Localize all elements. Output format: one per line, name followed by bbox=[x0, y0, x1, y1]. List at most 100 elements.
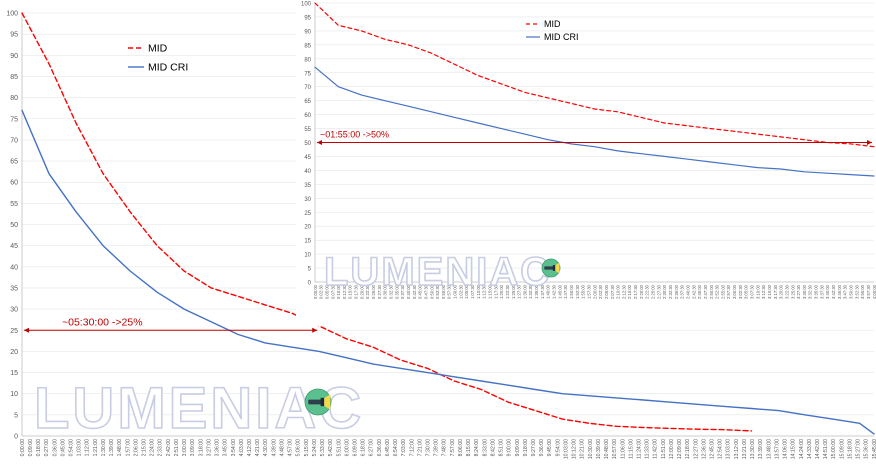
x-tick-label: 12:09:00 bbox=[677, 439, 683, 459]
y-tick-label: 25 bbox=[304, 211, 311, 217]
x-tick-label: 3:18:00 bbox=[198, 439, 204, 456]
y-tick-label: 100 bbox=[6, 11, 18, 18]
y-tick-label: 50 bbox=[304, 141, 311, 147]
y-tick-label: 15 bbox=[10, 370, 18, 377]
x-tick-label: 2:50:00 bbox=[709, 284, 714, 299]
x-tick-label: 7:12:00 bbox=[409, 439, 415, 456]
x-tick-label: 3:25:00 bbox=[790, 284, 795, 299]
x-tick-label: 1:37:30 bbox=[540, 284, 545, 299]
x-tick-label: 1:45:00 bbox=[557, 284, 562, 299]
y-tick-label: 30 bbox=[304, 197, 311, 203]
x-tick-label: 2:42:00 bbox=[166, 439, 172, 456]
x-tick-label: 10:39:00 bbox=[596, 439, 602, 459]
x-tick-label: 12:54:00 bbox=[718, 439, 724, 459]
x-tick-label: 3:40:00 bbox=[825, 284, 830, 299]
x-tick-label: 2:35:00 bbox=[674, 284, 679, 299]
x-tick-label: 2:24:00 bbox=[150, 439, 156, 456]
x-tick-label: 0:10:00 bbox=[336, 284, 341, 299]
x-tick-label: 14:06:00 bbox=[783, 439, 789, 459]
x-tick-label: 3:15:00 bbox=[767, 284, 772, 299]
x-tick-label: 1:52:30 bbox=[575, 284, 580, 299]
x-tick-label: 2:37:30 bbox=[680, 284, 685, 299]
x-tick-label: 3:10:00 bbox=[755, 284, 760, 299]
y-tick-label: 100 bbox=[301, 2, 312, 8]
x-tick-label: 1:02:30 bbox=[458, 284, 463, 299]
x-tick-label: 10:03:00 bbox=[563, 439, 569, 459]
y-tick-label: 35 bbox=[10, 285, 18, 292]
y-tick-label: 0 bbox=[14, 434, 18, 441]
x-tick-label: 3:30:00 bbox=[802, 284, 807, 299]
x-tick-label: 0:12:30 bbox=[342, 284, 347, 299]
x-tick-label: 3:55:00 bbox=[860, 284, 865, 299]
x-tick-label: 3:09:00 bbox=[190, 439, 196, 456]
x-tick-label: 6:09:00 bbox=[352, 439, 358, 456]
x-tick-label: 9:09:00 bbox=[515, 439, 521, 456]
y-tick-label: 80 bbox=[304, 57, 311, 63]
x-tick-label: 2:51:00 bbox=[174, 439, 180, 456]
x-tick-label: 3:22:30 bbox=[784, 284, 789, 299]
x-tick-label: 1:35:00 bbox=[534, 284, 539, 299]
x-tick-label: 2:10:00 bbox=[616, 284, 621, 299]
x-tick-label: 0:55:00 bbox=[441, 284, 446, 299]
y-tick-label: 60 bbox=[10, 180, 18, 187]
y-tick-label: 60 bbox=[304, 113, 311, 119]
x-tick-label: 0:00:00 bbox=[313, 284, 318, 299]
x-tick-label: 1:30:00 bbox=[522, 284, 527, 299]
x-tick-label: 15:00:00 bbox=[831, 439, 837, 459]
y-tick-label: 55 bbox=[10, 201, 18, 208]
x-tick-label: 2:15:00 bbox=[627, 284, 632, 299]
x-tick-label: 9:36:00 bbox=[539, 439, 545, 456]
x-tick-label: 2:06:00 bbox=[133, 439, 139, 456]
x-tick-label: 0:36:00 bbox=[52, 439, 58, 456]
x-tick-label: 2:33:00 bbox=[158, 439, 164, 456]
x-tick-label: 8:06:00 bbox=[458, 439, 464, 456]
y-tick-label: 55 bbox=[304, 127, 311, 133]
x-tick-label: 0:18:00 bbox=[36, 439, 42, 456]
annotation-arrowhead-right bbox=[312, 327, 318, 333]
y-tick-label: 5 bbox=[308, 267, 312, 273]
x-tick-label: 13:12:00 bbox=[734, 439, 740, 459]
x-tick-label: 0:32:30 bbox=[388, 284, 393, 299]
annotation-arrowhead-right bbox=[867, 140, 872, 145]
y-tick-label: 40 bbox=[10, 264, 18, 271]
x-tick-label: 2:30:00 bbox=[662, 284, 667, 299]
x-tick-label: 5:15:00 bbox=[304, 439, 310, 456]
x-tick-label: 14:42:00 bbox=[815, 439, 821, 459]
x-tick-label: 3:12:30 bbox=[761, 284, 766, 299]
x-tick-label: 11:15:00 bbox=[628, 439, 634, 459]
y-tick-label: 10 bbox=[10, 391, 18, 398]
y-tick-label: 20 bbox=[304, 225, 311, 231]
x-tick-label: 3:36:00 bbox=[215, 439, 221, 456]
x-tick-label: 5:33:00 bbox=[320, 439, 326, 456]
x-tick-label: 1:47:30 bbox=[563, 284, 568, 299]
x-tick-label: 13:03:00 bbox=[726, 439, 732, 459]
y-tick-label: 70 bbox=[304, 85, 311, 91]
x-tick-label: 3:00:00 bbox=[182, 439, 188, 456]
x-tick-label: 0:09:00 bbox=[28, 439, 34, 456]
y-tick-label: 85 bbox=[10, 74, 18, 81]
x-tick-label: 1:50:00 bbox=[569, 284, 574, 299]
watermark-text: LUMENIAC bbox=[324, 250, 551, 294]
x-tick-label: 0:42:30 bbox=[412, 284, 417, 299]
x-tick-label: 2:27:30 bbox=[656, 284, 661, 299]
x-tick-label: 4:21:00 bbox=[255, 439, 261, 456]
x-tick-label: 2:02:30 bbox=[598, 284, 603, 299]
x-tick-label: 12:00:00 bbox=[669, 439, 675, 459]
legend-label: MID bbox=[544, 19, 561, 29]
x-tick-label: 11:51:00 bbox=[661, 439, 667, 459]
x-tick-label: 0:22:30 bbox=[365, 284, 370, 299]
x-tick-label: 11:33:00 bbox=[645, 439, 651, 459]
x-tick-label: 5:42:00 bbox=[328, 439, 334, 456]
x-tick-label: 3:20:00 bbox=[779, 284, 784, 299]
x-tick-label: 6:27:00 bbox=[369, 439, 375, 456]
x-tick-label: 0:25:00 bbox=[371, 284, 376, 299]
x-tick-label: 12:36:00 bbox=[701, 439, 707, 459]
x-tick-label: 2:07:30 bbox=[610, 284, 615, 299]
y-tick-label: 15 bbox=[304, 239, 311, 245]
x-tick-label: 3:05:00 bbox=[744, 284, 749, 299]
x-tick-label: 2:22:30 bbox=[645, 284, 650, 299]
annotation-label: ~01:55:00 ->50% bbox=[320, 130, 389, 140]
x-tick-label: 1:00:00 bbox=[453, 284, 458, 299]
